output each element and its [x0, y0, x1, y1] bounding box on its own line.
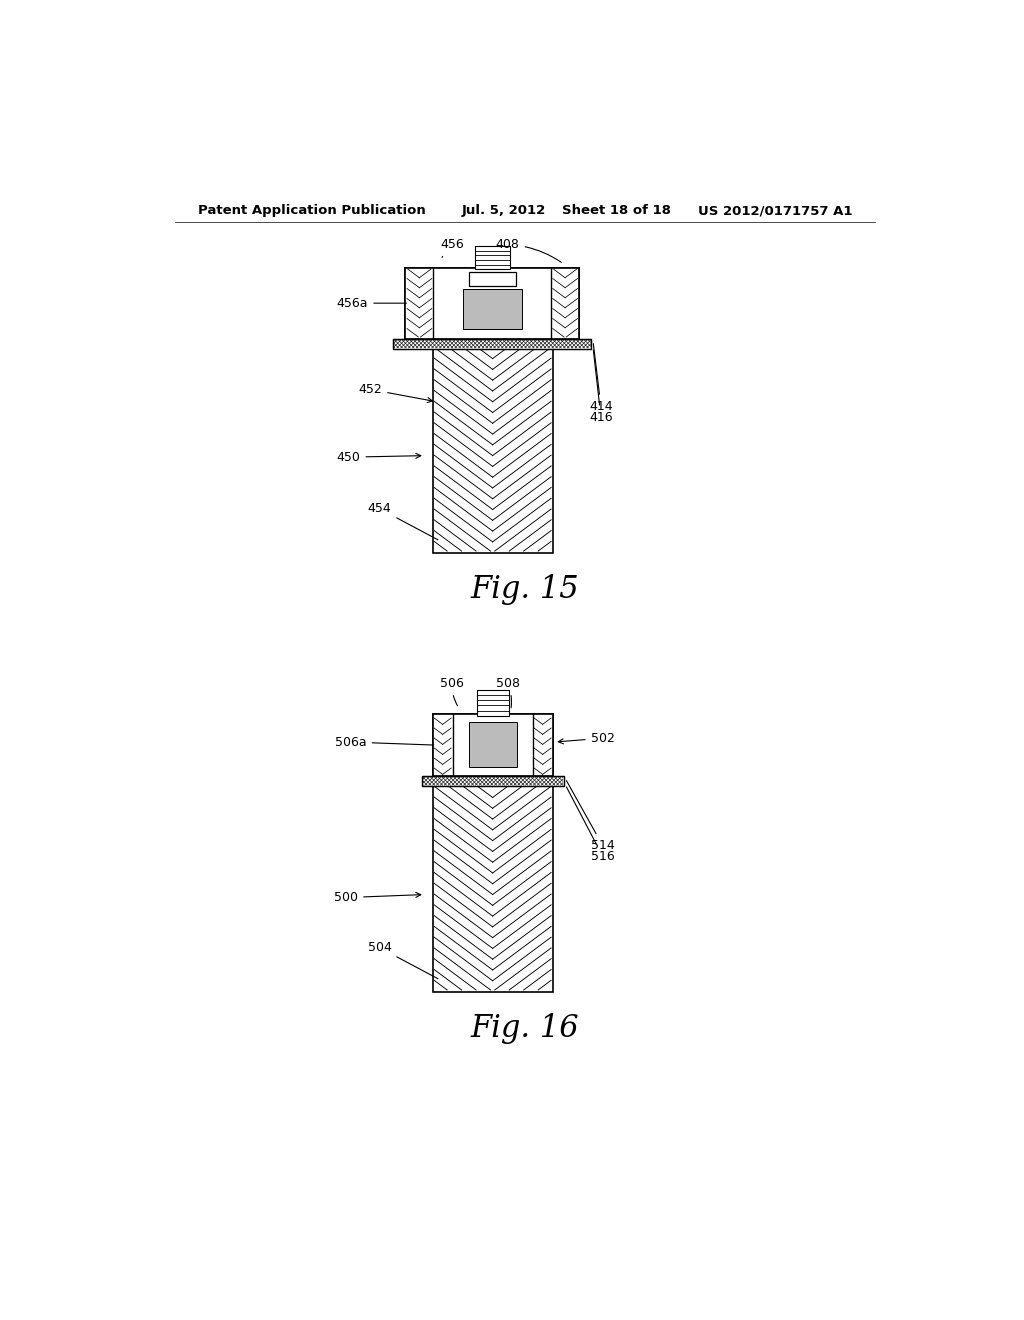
Bar	[432, 714, 553, 776]
Text: US 2012/0171757 A1: US 2012/0171757 A1	[697, 205, 852, 218]
Text: 514: 514	[566, 780, 614, 851]
Text: 504: 504	[368, 941, 438, 978]
Bar	[393, 339, 592, 348]
Text: 454: 454	[368, 502, 438, 540]
Text: 508: 508	[496, 677, 520, 708]
Text: Fig. 16: Fig. 16	[470, 1012, 580, 1044]
Text: 408: 408	[496, 238, 561, 263]
Bar	[474, 246, 510, 269]
Text: 506a: 506a	[335, 735, 434, 748]
Text: Patent Application Publication: Patent Application Publication	[198, 205, 426, 218]
Bar	[469, 272, 516, 286]
Text: 516: 516	[566, 787, 614, 862]
Text: 456a: 456a	[337, 297, 407, 310]
Bar	[406, 268, 433, 339]
Text: 452: 452	[358, 383, 432, 403]
Text: Jul. 5, 2012: Jul. 5, 2012	[461, 205, 546, 218]
Bar	[532, 714, 553, 776]
Text: Sheet 18 of 18: Sheet 18 of 18	[562, 205, 671, 218]
Bar	[432, 776, 553, 991]
Bar	[422, 776, 563, 785]
Bar	[393, 339, 592, 348]
Text: Fig. 15: Fig. 15	[470, 574, 580, 605]
Text: 416: 416	[589, 350, 612, 424]
Bar	[453, 714, 532, 776]
Text: 506: 506	[440, 677, 464, 706]
Bar	[477, 689, 509, 715]
Text: 502: 502	[558, 731, 614, 744]
Text: 414: 414	[589, 343, 612, 413]
Text: 500: 500	[334, 891, 421, 904]
Text: 456: 456	[440, 238, 464, 257]
Bar	[469, 722, 516, 767]
Bar	[406, 268, 579, 339]
Bar	[422, 776, 563, 785]
Bar	[463, 289, 521, 330]
Bar	[433, 268, 551, 339]
Bar	[432, 337, 553, 553]
Bar	[551, 268, 579, 339]
Text: 450: 450	[337, 450, 421, 463]
Bar	[432, 714, 453, 776]
